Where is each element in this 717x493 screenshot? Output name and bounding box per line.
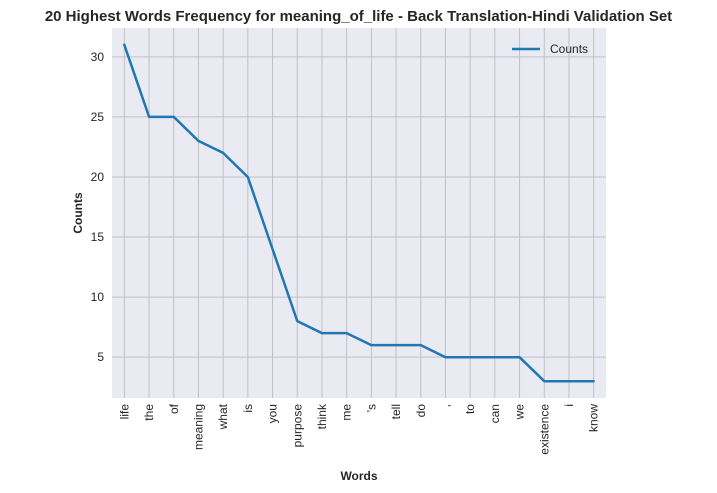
legend: Counts (512, 42, 588, 56)
y-tick-label: 25 (91, 110, 105, 124)
x-tick-label: we (513, 404, 527, 421)
x-axis-label: Words (340, 469, 377, 483)
y-tick-label: 30 (91, 50, 105, 64)
x-tick-label: 's (364, 404, 378, 412)
x-tick-label: life (117, 404, 131, 420)
plot-area (112, 28, 606, 398)
x-tick-label: the (142, 404, 156, 421)
y-tick-labels: 5 10 15 20 25 30 (91, 50, 105, 364)
x-tick-label: of (167, 403, 181, 414)
y-tick-label: 20 (91, 170, 105, 184)
y-tick-label: 5 (97, 350, 104, 364)
x-tick-label: existence (537, 404, 551, 455)
x-tick-label: do (414, 404, 428, 418)
legend-label-counts: Counts (550, 42, 588, 56)
y-tick-label: 10 (91, 290, 105, 304)
x-tick-label: is (241, 404, 255, 413)
x-tick-label: tell (389, 404, 403, 419)
y-tick-label: 15 (91, 230, 105, 244)
x-tick-label: can (488, 404, 502, 423)
x-tick-label: purpose (290, 404, 304, 448)
x-tick-label: i (562, 404, 576, 407)
x-tick-label: you (266, 404, 280, 423)
x-tick-label: what (216, 403, 230, 430)
chart-title: 20 Highest Words Frequency for meaning_o… (44, 8, 673, 25)
grid-lines (112, 28, 606, 398)
x-tick-label: think (315, 403, 329, 429)
series-line-counts (123, 43, 595, 383)
x-tick-label: to (463, 404, 477, 414)
x-tick-labels: life the of meaning what is you purpose think me '… (117, 403, 600, 455)
x-tick-label: meaning (191, 404, 205, 450)
x-tick-label: me (340, 404, 354, 421)
x-tick-label: , (438, 404, 452, 407)
x-tick-label: know (587, 404, 601, 432)
series-lines (123, 43, 595, 383)
y-axis-label: Counts (71, 192, 85, 234)
